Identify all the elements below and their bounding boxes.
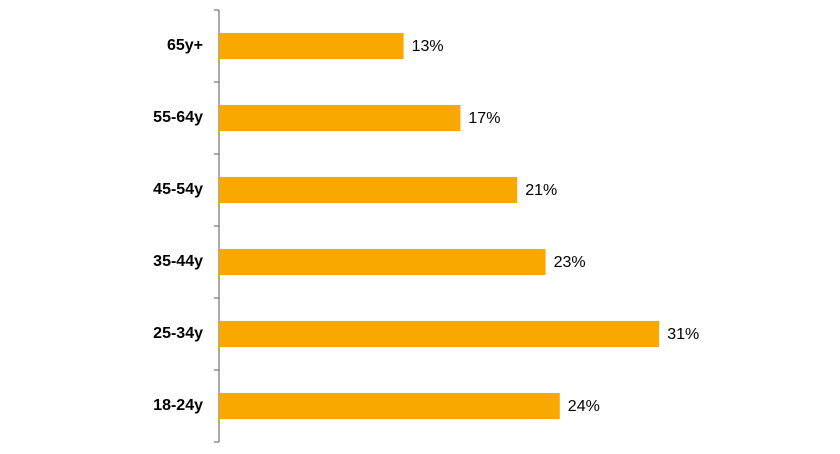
bar	[219, 177, 518, 203]
category-label: 65y+	[167, 37, 203, 54]
bar	[219, 105, 461, 131]
value-label: 17%	[468, 110, 500, 127]
value-label: 31%	[667, 326, 699, 343]
value-label: 21%	[525, 182, 557, 199]
category-label: 18-24y	[153, 397, 203, 414]
category-label: 55-64y	[153, 109, 203, 126]
category-label: 45-54y	[153, 181, 203, 198]
category-label: 25-34y	[153, 325, 203, 342]
value-label: 13%	[412, 38, 444, 55]
category-label: 35-44y	[153, 253, 203, 270]
value-label: 23%	[554, 254, 586, 271]
bar	[219, 393, 560, 419]
bar	[219, 249, 546, 275]
bar	[219, 33, 404, 59]
value-label: 24%	[568, 398, 600, 415]
bar	[219, 321, 660, 347]
